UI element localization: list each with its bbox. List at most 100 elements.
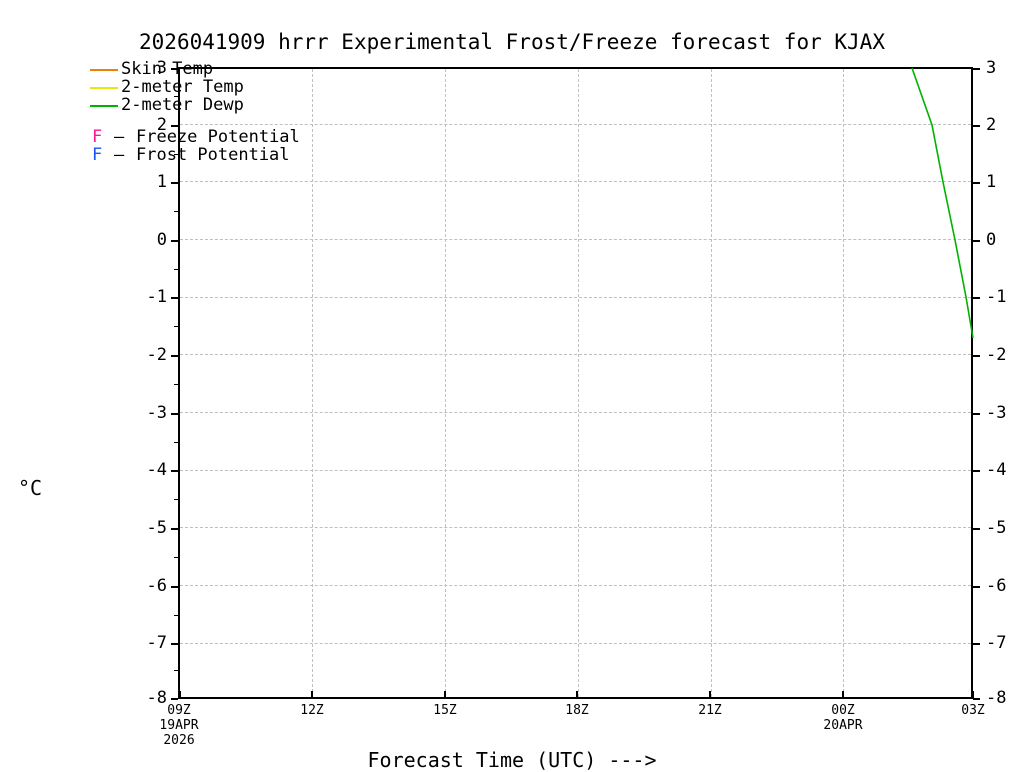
y-tick-right xyxy=(973,297,980,299)
x-tick xyxy=(842,691,844,699)
y-tick-left-minor xyxy=(174,615,178,616)
y-tick-left xyxy=(171,698,178,700)
y-axis-label: 1 xyxy=(156,172,167,192)
y-tick-right xyxy=(973,643,980,645)
gridline-horizontal xyxy=(180,470,971,471)
y-tick-left xyxy=(171,125,178,127)
y-axis-label: 3 xyxy=(156,58,167,78)
legend-swatch-2-meter-temp xyxy=(90,87,118,89)
y-axis-label: -6 xyxy=(146,576,167,596)
y-axis-label-right: 2 xyxy=(986,115,997,135)
y-tick-right xyxy=(973,355,980,357)
y-axis-label: -8 xyxy=(146,688,167,708)
x-tick-year: 2026 xyxy=(163,733,195,748)
legend-label-2-meter-temp: 2-meter Temp xyxy=(121,77,244,97)
x-tick-time: 09Z xyxy=(167,703,191,718)
legend-label-2-meter-dewp: 2-meter Dewp xyxy=(121,95,244,115)
y-tick-left-minor xyxy=(174,96,178,97)
y-axis-label: 0 xyxy=(156,230,167,250)
legend-swatch-skin-temp xyxy=(90,69,118,71)
y-tick-left xyxy=(171,586,178,588)
gridline-horizontal xyxy=(180,585,971,586)
y-tick-left xyxy=(171,68,178,70)
x-tick xyxy=(444,691,446,699)
x-axis-label: 12Z xyxy=(257,703,367,718)
gridline-vertical xyxy=(711,69,712,697)
gridline-vertical xyxy=(445,69,446,697)
x-axis-label: 03Z xyxy=(918,703,1024,718)
y-tick-left-minor xyxy=(174,670,178,671)
y-tick-right xyxy=(973,586,980,588)
legend-label-skin-temp: Skin Temp xyxy=(121,59,214,79)
y-axis-label-right: -5 xyxy=(986,518,1007,538)
x-axis-title: Forecast Time (UTC) ---> xyxy=(367,748,657,772)
gridline-horizontal xyxy=(180,527,971,528)
y-axis-label: -2 xyxy=(146,345,167,365)
y-tick-right xyxy=(973,470,980,472)
y-tick-right xyxy=(973,125,980,127)
x-tick xyxy=(576,691,578,699)
y-axis-label-right: 1 xyxy=(986,172,997,192)
x-axis-label: 21Z xyxy=(655,703,765,718)
y-axis-label-right: -8 xyxy=(986,688,1007,708)
y-tick-right xyxy=(973,698,980,700)
y-axis-label: -1 xyxy=(146,287,167,307)
y-tick-left xyxy=(171,355,178,357)
y-tick-right xyxy=(973,182,980,184)
x-axis-label: 15Z xyxy=(390,703,500,718)
y-axis-label: -3 xyxy=(146,403,167,423)
page-title: 2026041909 hrrr Experimental Frost/Freez… xyxy=(139,30,885,54)
x-tick-time: 21Z xyxy=(698,703,722,718)
plot-area xyxy=(178,67,973,699)
y-axis-label-right: 0 xyxy=(986,230,997,250)
y-tick-right xyxy=(973,68,980,70)
gridline-vertical xyxy=(843,69,844,697)
y-axis-label: -7 xyxy=(146,633,167,653)
gridline-horizontal xyxy=(180,643,971,644)
legend-label-freeze-potential: Freeze Potential xyxy=(136,127,300,147)
y-tick-left-minor xyxy=(174,499,178,500)
x-tick-time: 00Z xyxy=(831,703,855,718)
y-tick-right xyxy=(973,528,980,530)
y-tick-left-minor xyxy=(174,384,178,385)
freeze-flag-icon: F xyxy=(92,127,103,147)
y-tick-left-minor xyxy=(174,154,178,155)
y-tick-left-minor xyxy=(174,326,178,327)
y-tick-left-minor xyxy=(174,211,178,212)
y-tick-left xyxy=(171,643,178,645)
x-tick-date: 19APR xyxy=(159,718,199,733)
legend-label-frost-potential: Frost Potential xyxy=(136,145,290,165)
frost-flag-icon: F xyxy=(92,145,103,165)
y-tick-left-minor xyxy=(174,442,178,443)
legend-dash: — xyxy=(114,145,125,165)
y-tick-left xyxy=(171,182,178,184)
y-axis-label-right: -7 xyxy=(986,633,1007,653)
x-tick-time: 12Z xyxy=(300,703,324,718)
x-axis-label: 00Z 20APR xyxy=(788,703,898,733)
y-tick-left xyxy=(171,297,178,299)
gridline-horizontal xyxy=(180,297,971,298)
x-axis-label: 18Z xyxy=(522,703,632,718)
x-tick-date: 20APR xyxy=(823,718,863,733)
y-axis-label-right: -2 xyxy=(986,345,1007,365)
gridline-horizontal xyxy=(180,239,971,240)
gridline-vertical xyxy=(312,69,313,697)
x-tick-time: 15Z xyxy=(433,703,457,718)
y-tick-left xyxy=(171,470,178,472)
y-axis-label-right: -4 xyxy=(986,460,1007,480)
x-tick xyxy=(311,691,313,699)
gridline-horizontal xyxy=(180,124,971,125)
legend-swatch-2-meter-dewp xyxy=(90,105,118,107)
gridline-horizontal xyxy=(180,181,971,182)
x-axis-label: 09Z 19APR 2026 xyxy=(124,703,234,748)
y-axis-label: -4 xyxy=(146,460,167,480)
y-tick-right xyxy=(973,413,980,415)
gridline-horizontal xyxy=(180,412,971,413)
x-tick xyxy=(972,691,974,699)
x-tick-time: 03Z xyxy=(961,703,985,718)
y-tick-left-minor xyxy=(174,557,178,558)
x-tick xyxy=(179,691,181,699)
y-tick-left xyxy=(171,413,178,415)
y-axis-title: °C xyxy=(18,476,43,500)
